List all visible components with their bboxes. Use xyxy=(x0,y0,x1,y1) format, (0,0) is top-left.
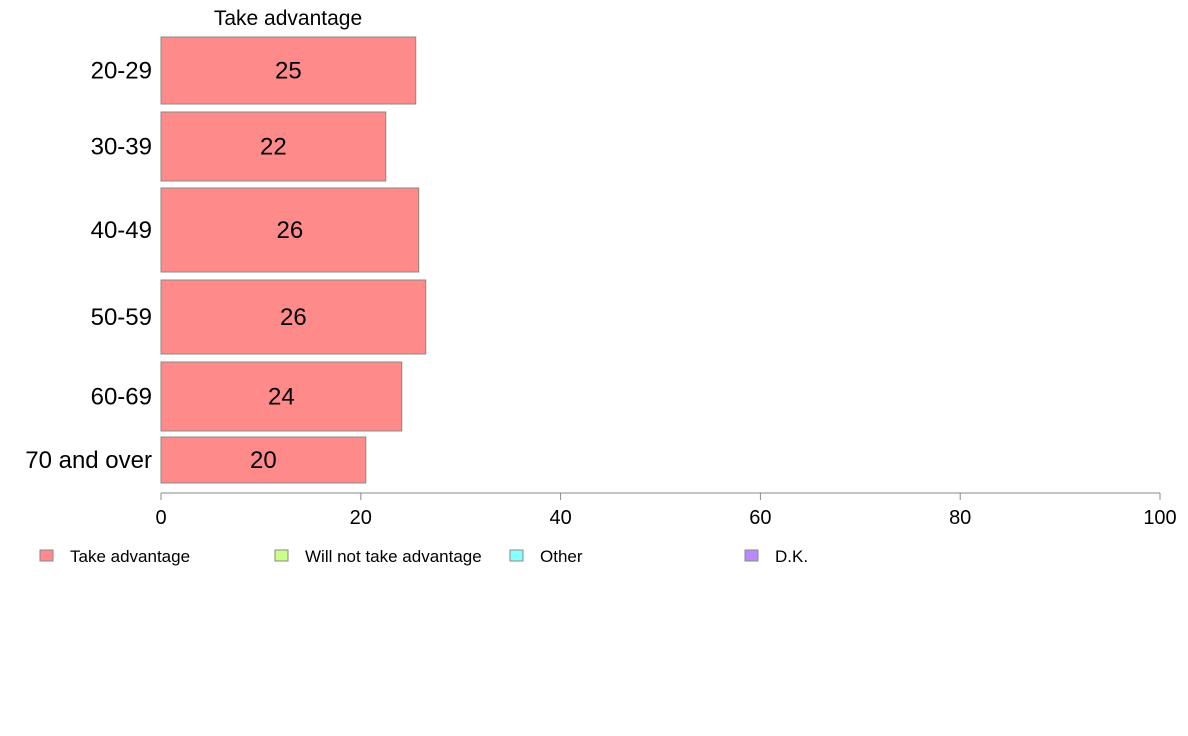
bar-value-label: 26 xyxy=(280,304,307,331)
x-axis: 0 20 40 60 80 100 xyxy=(155,492,1177,529)
x-tick-label: 80 xyxy=(949,507,971,529)
bar-value-label: 25 xyxy=(275,58,302,85)
legend: Take advantage Will not take advantage Oth… xyxy=(39,547,808,566)
x-tick-label: 40 xyxy=(549,507,571,529)
bar-60-69 xyxy=(160,361,403,432)
x-tick-label: 60 xyxy=(749,507,771,529)
bar-30-39 xyxy=(160,111,387,182)
category-label: 40-49 xyxy=(91,217,152,244)
bar-value-label: 24 xyxy=(268,384,295,411)
legend-swatch xyxy=(509,549,524,562)
legend-label: Will not take advantage xyxy=(305,547,482,566)
bar-50-59 xyxy=(160,279,427,355)
x-tick-label: 0 xyxy=(155,507,166,529)
category-label: 70 and over xyxy=(25,447,152,474)
legend-swatch xyxy=(744,549,759,562)
x-tick-label: 100 xyxy=(1143,507,1176,529)
legend-swatch xyxy=(39,549,54,562)
legend-label: Other xyxy=(540,547,583,566)
bar-20-29 xyxy=(160,36,417,105)
x-tick-label: 20 xyxy=(350,507,372,529)
bars-group: 20-29 25 30-39 22 40-49 26 50-59 26 60-69 24 70 an… xyxy=(25,36,427,484)
bar-value-label: 20 xyxy=(250,447,277,474)
legend-label: D.K. xyxy=(775,547,808,566)
legend-swatch xyxy=(274,549,289,562)
bar-70-and-over xyxy=(160,436,367,484)
category-label: 30-39 xyxy=(91,134,152,161)
category-label: 50-59 xyxy=(91,304,152,331)
bar-value-label: 22 xyxy=(260,134,287,161)
bar-value-label: 26 xyxy=(277,217,304,244)
category-label: 60-69 xyxy=(91,384,152,411)
category-label: 20-29 xyxy=(91,58,152,85)
chart-title: Take advantage xyxy=(214,7,362,30)
legend-label: Take advantage xyxy=(70,547,190,566)
bar-40-49 xyxy=(160,187,420,273)
